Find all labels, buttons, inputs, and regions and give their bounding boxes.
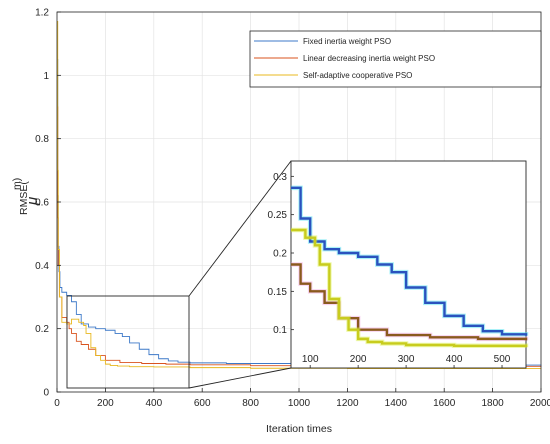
y-tick-label: 0.2: [35, 324, 49, 335]
inset-y-tick-label: 0.15: [268, 287, 288, 298]
x-ticks: 0 200 400 600 800 1000 1200 1400 1600 1800 2000: [54, 388, 550, 409]
x-tick-label: 1400: [385, 398, 408, 409]
inset-y-ticks: 0.1 0.15 0.2 0.25 0.3: [268, 172, 294, 336]
x-axis-label: Iteration times: [266, 423, 332, 435]
x-tick-label: 1600: [433, 398, 456, 409]
y-axis-unit-suffix: m): [11, 178, 23, 190]
y-axis-unit: μ: [24, 197, 41, 206]
zoom-connector-bottom: [188, 367, 292, 389]
inset-y-tick-label: 0.2: [273, 249, 287, 260]
inset-x-tick-label: 300: [398, 354, 415, 365]
y-axis-label: RMSE(: [18, 181, 30, 215]
inset-x-ticks: 100 200 300 400 500: [302, 354, 511, 368]
y-tick-label: 0.8: [35, 134, 49, 145]
y-tick-label: 0.4: [35, 261, 49, 272]
zoom-connector-top: [188, 160, 292, 297]
legend: Fixed inertia weight PSO Linear decreasi…: [249, 30, 542, 88]
legend-box: [249, 30, 542, 88]
inset-y-tick-label: 0.1: [273, 325, 287, 336]
legend-label-fixed: Fixed inertia weight PSO: [303, 37, 391, 46]
inset-chart: 100 200 300 400 500 0.1 0.15 0.2 0.25 0.3: [268, 160, 529, 369]
inset-series: [291, 185, 529, 349]
y-axis-unit-suffix-text: m): [11, 178, 23, 190]
zoom-indicator: [66, 160, 292, 389]
x-tick-label: 2000: [530, 398, 550, 409]
series-line-0: [57, 59, 542, 366]
legend-label-adaptive: Self-adaptive cooperative PSO: [303, 71, 412, 80]
series-line-2: [57, 21, 542, 370]
inset-x-tick-label: 500: [494, 354, 511, 365]
x-tick-label: 0: [54, 398, 60, 409]
y-axis-label-prefix: RMSE(: [18, 181, 30, 215]
x-tick-label: 1800: [481, 398, 504, 409]
x-tick-label: 400: [145, 398, 162, 409]
inset-x-tick-label: 400: [446, 354, 463, 365]
main-series: [57, 21, 542, 370]
x-tick-label: 600: [194, 398, 211, 409]
x-tick-label: 1000: [288, 398, 311, 409]
inset-series-line-0: [291, 186, 528, 336]
inset-y-tick-label: 0.25: [268, 210, 288, 221]
x-tick-label: 1200: [336, 398, 359, 409]
x-tick-label: 200: [97, 398, 114, 409]
y-ticks: 0 0.2 0.4 0.6 0.8 1 1.2: [35, 8, 61, 399]
y-tick-label: 1.2: [35, 8, 49, 19]
y-tick-label: 1: [43, 71, 49, 82]
y-tick-label: 0.6: [35, 198, 49, 209]
y-tick-label: 0: [43, 388, 49, 399]
y-axis-unit-glyph: μ: [24, 197, 41, 206]
legend-label-linear: Linear decreasing inertia weight PSO: [303, 54, 435, 63]
inset-x-tick-label: 200: [350, 354, 367, 365]
x-tick-label: 800: [242, 398, 259, 409]
zoom-region-box: [66, 295, 190, 389]
inset-x-tick-label: 100: [302, 354, 319, 365]
inset-series-line-2: [291, 228, 528, 348]
inset-series-line-1: [291, 263, 528, 341]
inset-y-tick-label: 0.3: [273, 172, 287, 183]
